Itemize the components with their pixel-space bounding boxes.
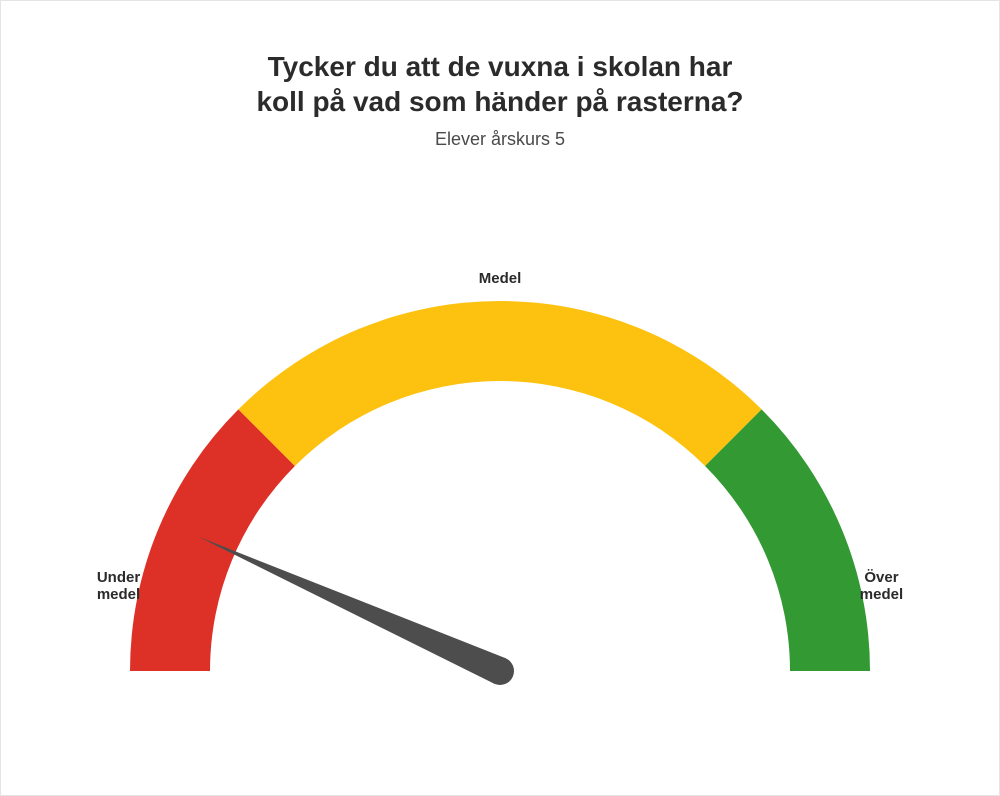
chart-frame: Tycker du att de vuxna i skolan har koll… <box>0 0 1000 796</box>
gauge-segment-0 <box>130 409 295 671</box>
gauge-needle <box>199 537 506 684</box>
title-line-1: Tycker du att de vuxna i skolan har <box>1 49 999 84</box>
gauge-hub <box>486 657 514 685</box>
gauge-label-medel: Medel <box>479 270 522 287</box>
title-line-2: koll på vad som händer på rasterna? <box>1 84 999 119</box>
gauge-segment-1 <box>238 301 761 466</box>
gauge-label-under: Undermedel <box>97 569 141 603</box>
gauge-chart: Undermedel Medel Övermedel <box>50 201 950 721</box>
gauge-label-over: Övermedel <box>860 569 903 603</box>
title-block: Tycker du att de vuxna i skolan har koll… <box>1 49 999 150</box>
gauge-svg: Undermedel Medel Övermedel <box>50 201 950 721</box>
gauge-segment-2 <box>705 409 870 671</box>
chart-subtitle: Elever årskurs 5 <box>1 129 999 150</box>
